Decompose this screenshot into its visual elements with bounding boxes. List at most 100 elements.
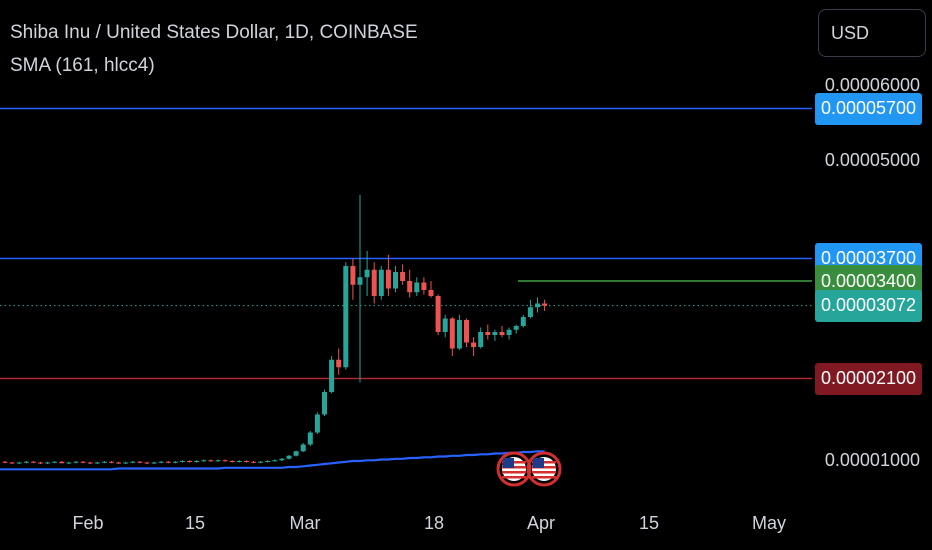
candle xyxy=(172,461,178,464)
candle-body xyxy=(236,461,242,462)
candle-body xyxy=(442,318,448,332)
y-tick-label: 0.00006000 xyxy=(824,75,920,95)
candle xyxy=(371,262,377,304)
candle xyxy=(535,297,540,313)
candle-body xyxy=(123,462,129,464)
candle xyxy=(314,412,320,434)
candle xyxy=(52,461,58,464)
x-tick-label: 15 xyxy=(638,513,660,533)
candle xyxy=(286,455,292,460)
candle xyxy=(59,461,65,464)
candle xyxy=(378,266,384,300)
flag-canton xyxy=(503,458,514,468)
x-tick-label: Apr xyxy=(526,513,556,533)
candle-body xyxy=(38,462,43,464)
candle xyxy=(80,461,86,464)
candle xyxy=(492,329,498,341)
candle-body xyxy=(414,282,420,293)
candle-body xyxy=(229,461,235,462)
x-tick-label: 15 xyxy=(184,513,206,533)
candle xyxy=(407,269,413,298)
candles xyxy=(2,194,548,464)
candle-body xyxy=(286,455,292,459)
candle-body xyxy=(215,460,221,462)
candle-body xyxy=(364,269,370,278)
candle xyxy=(9,461,15,464)
candle-body xyxy=(471,342,477,347)
candle-body xyxy=(158,461,164,463)
candle xyxy=(272,459,278,462)
candle xyxy=(414,277,420,296)
flag-stripe xyxy=(532,471,556,474)
flag-stripe xyxy=(502,476,526,479)
candle-body xyxy=(506,329,512,335)
candle-body xyxy=(165,461,171,463)
price-tag-support[interactable]: 0.00002100 xyxy=(815,362,922,395)
candle xyxy=(87,461,93,464)
candle-body xyxy=(109,461,114,463)
y-tick-label: 0.00001000 xyxy=(824,450,920,470)
candle-body xyxy=(520,317,526,326)
candle-body xyxy=(385,269,391,289)
event-icons xyxy=(496,451,562,487)
candle-body xyxy=(350,266,356,285)
candle-body xyxy=(137,461,143,463)
candle xyxy=(435,294,441,335)
indicator-legend[interactable]: SMA (161, hlcc4) xyxy=(10,55,155,76)
candle xyxy=(307,431,313,446)
candle-body xyxy=(449,318,455,349)
x-tick-label: 18 xyxy=(423,513,445,533)
candle xyxy=(16,461,22,464)
currency-button[interactable]: USD xyxy=(818,9,926,57)
candle-body xyxy=(87,462,93,464)
candle-body xyxy=(251,461,256,463)
candle-body xyxy=(180,461,185,462)
candle-body xyxy=(2,461,8,463)
candle xyxy=(208,459,214,462)
candle-body xyxy=(52,461,58,463)
candle-body xyxy=(428,290,434,296)
candle-body xyxy=(478,332,484,347)
candle xyxy=(513,324,519,334)
candle-body xyxy=(172,461,178,463)
candle-body xyxy=(535,303,540,308)
candle-body xyxy=(59,461,65,464)
candle xyxy=(527,299,533,319)
candle-body xyxy=(23,461,29,463)
candle-body xyxy=(329,359,335,392)
candle-body xyxy=(485,332,491,335)
candle xyxy=(236,460,242,463)
candle xyxy=(45,461,51,464)
candle xyxy=(66,461,72,464)
candle xyxy=(38,461,43,464)
candle xyxy=(151,461,157,464)
candle xyxy=(385,254,391,296)
candle xyxy=(158,461,164,464)
candle xyxy=(101,461,107,464)
flag-ring xyxy=(496,451,532,487)
candle-body xyxy=(357,277,363,285)
candle xyxy=(499,326,505,338)
candle xyxy=(194,460,200,463)
candle-body xyxy=(542,303,548,306)
x-tick-label: May xyxy=(751,513,787,533)
candle-body xyxy=(421,282,427,290)
candle xyxy=(393,266,398,293)
candle xyxy=(400,264,406,285)
candle xyxy=(109,461,114,464)
candle-body xyxy=(16,462,22,464)
flag-stripe xyxy=(502,471,526,474)
candle xyxy=(265,460,271,463)
price-tag-resistance-high[interactable]: 0.00005700 xyxy=(815,92,922,125)
candle-body xyxy=(527,307,533,317)
candle-body xyxy=(130,461,136,463)
candle xyxy=(428,281,434,298)
candle-body xyxy=(265,461,271,462)
flag-ring xyxy=(526,451,562,487)
candle xyxy=(456,314,462,350)
candle-body xyxy=(66,462,72,464)
candle-body xyxy=(336,359,342,368)
price-tag-current[interactable]: 0.00003072 xyxy=(815,289,922,322)
candle xyxy=(542,299,548,311)
